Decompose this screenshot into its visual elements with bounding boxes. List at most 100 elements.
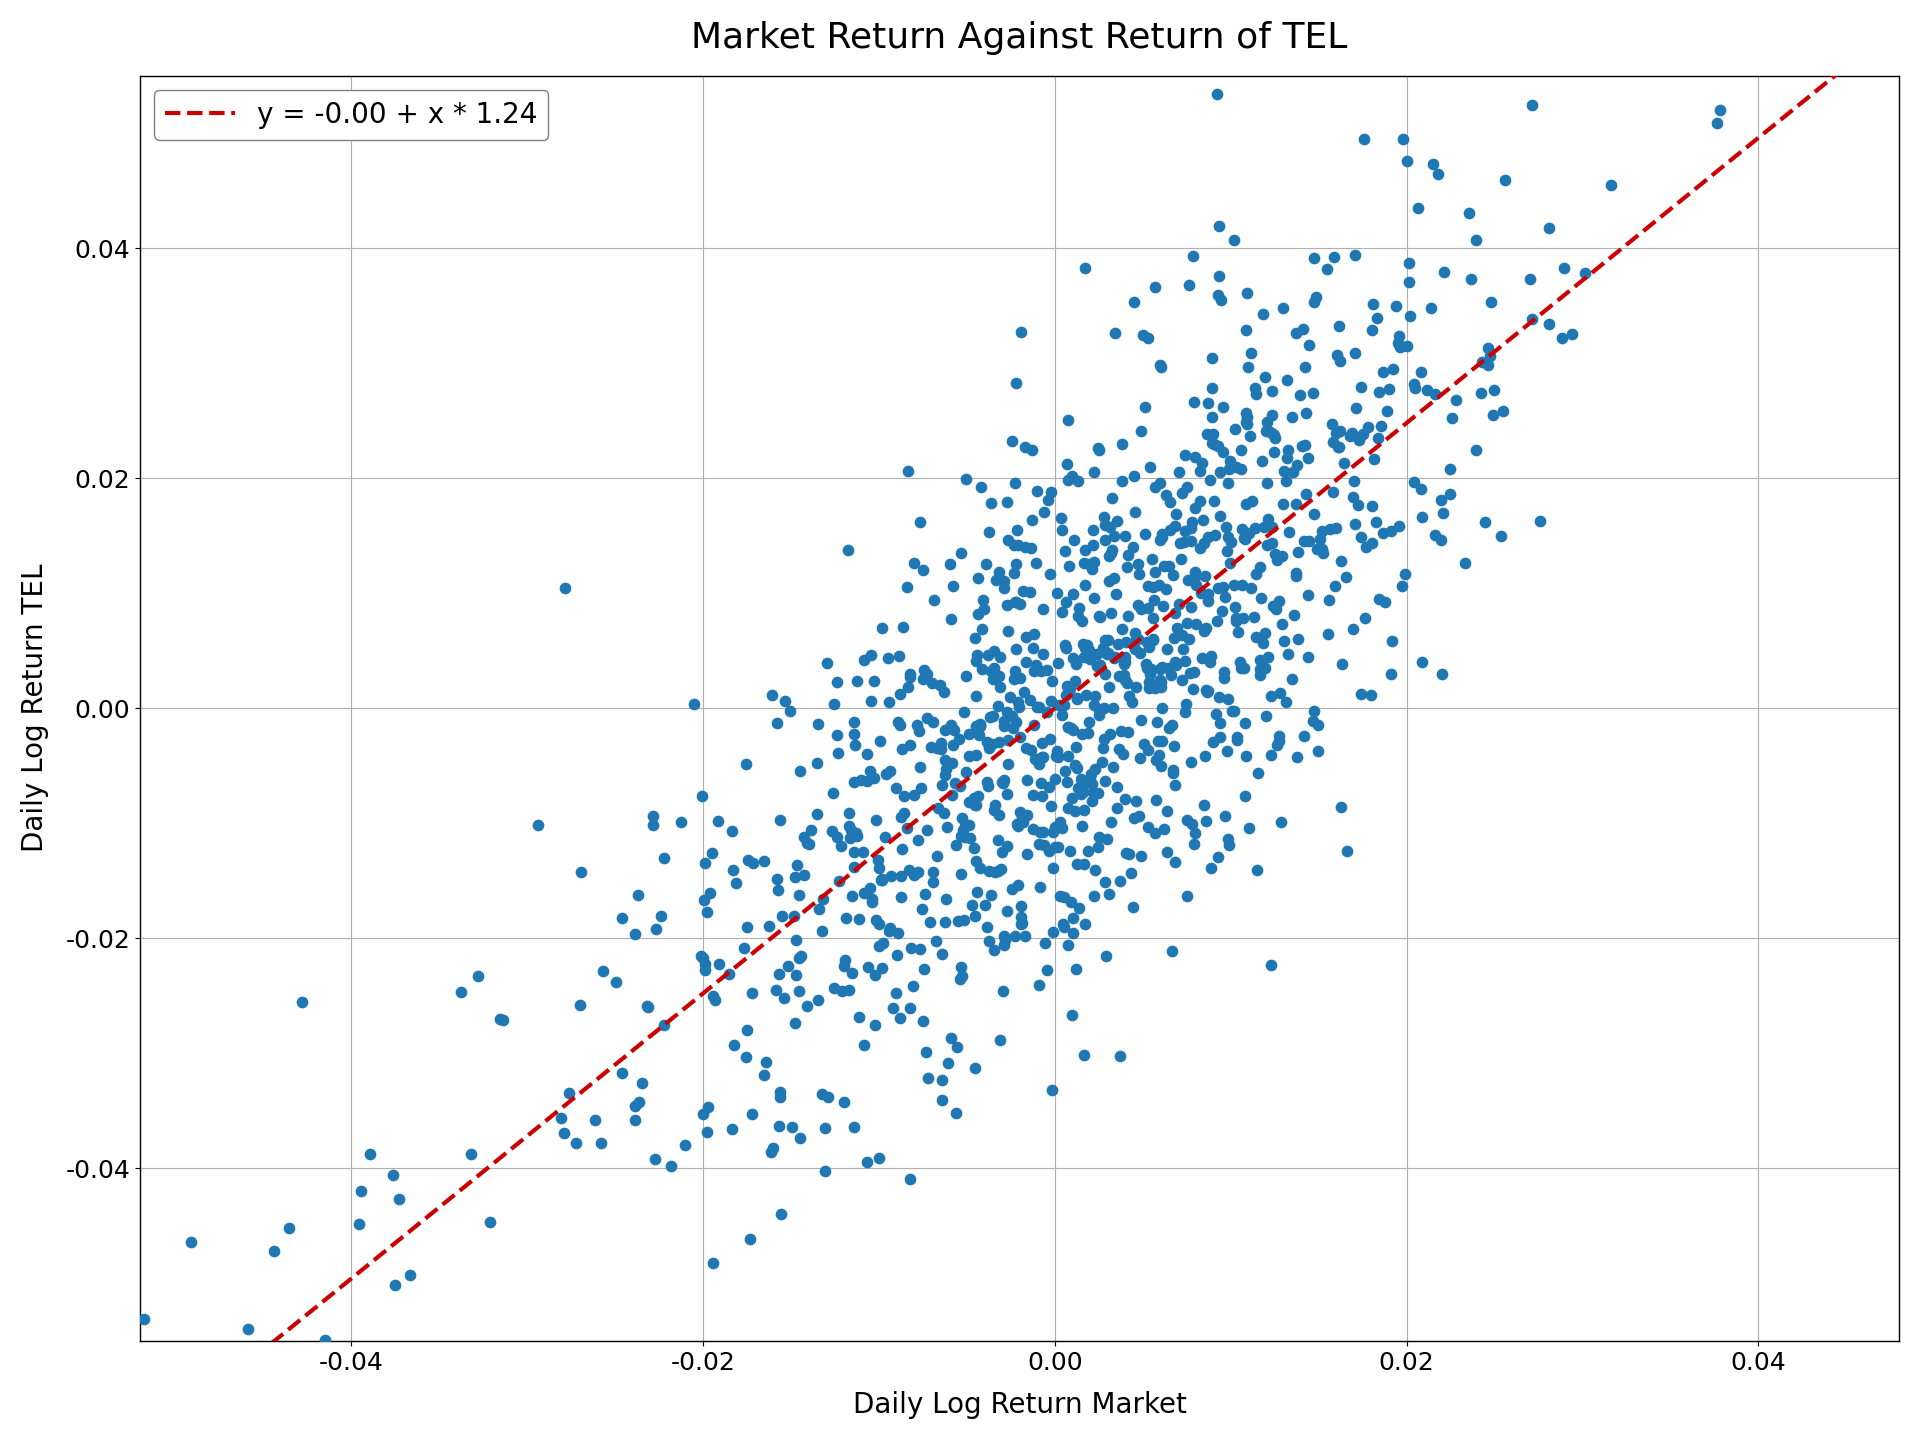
- Point: [883, 645, 914, 668]
- Point: [1029, 834, 1060, 857]
- Point: [1235, 341, 1265, 364]
- Point: [941, 1035, 972, 1058]
- Point: [1110, 652, 1140, 675]
- Point: [1175, 530, 1206, 553]
- Point: [881, 776, 912, 799]
- Point: [947, 806, 977, 829]
- Point: [1133, 575, 1164, 598]
- Point: [1304, 739, 1334, 762]
- Point: [833, 802, 864, 825]
- Point: [1363, 588, 1394, 611]
- Point: [925, 732, 956, 755]
- Point: [1175, 595, 1206, 618]
- Point: [1332, 840, 1363, 863]
- Point: [1119, 465, 1150, 488]
- Point: [445, 981, 476, 1004]
- Point: [1050, 590, 1081, 613]
- Point: [1423, 163, 1453, 186]
- Point: [954, 814, 985, 837]
- Point: [1246, 586, 1277, 609]
- Point: [1188, 793, 1219, 816]
- Point: [1098, 647, 1129, 670]
- Point: [1048, 913, 1079, 936]
- Point: [858, 670, 889, 693]
- Point: [1382, 331, 1413, 354]
- Point: [1185, 459, 1215, 482]
- Point: [893, 858, 924, 881]
- Point: [1375, 518, 1405, 541]
- Point: [1079, 586, 1110, 609]
- Point: [1171, 693, 1202, 716]
- Point: [818, 693, 849, 716]
- Point: [904, 720, 935, 743]
- Point: [1091, 513, 1121, 536]
- Point: [764, 1115, 795, 1138]
- Point: [1233, 816, 1263, 840]
- Point: [962, 684, 993, 707]
- Point: [941, 1102, 972, 1125]
- Point: [1258, 595, 1288, 618]
- Point: [737, 851, 768, 874]
- Point: [1213, 458, 1244, 481]
- Point: [1014, 580, 1044, 603]
- Point: [1361, 307, 1392, 330]
- Point: [797, 818, 828, 841]
- Point: [1052, 933, 1083, 956]
- Point: [1344, 428, 1375, 451]
- Point: [1096, 811, 1127, 834]
- Point: [1473, 337, 1503, 360]
- Point: [1188, 619, 1219, 642]
- Point: [1346, 526, 1377, 549]
- Point: [1160, 602, 1190, 625]
- Point: [989, 576, 1020, 599]
- Point: [1050, 684, 1081, 707]
- Point: [1002, 534, 1033, 557]
- Point: [933, 1051, 964, 1074]
- Point: [770, 690, 801, 713]
- Point: [1029, 932, 1060, 955]
- Point: [620, 1109, 651, 1132]
- Point: [941, 834, 972, 857]
- Point: [772, 955, 803, 978]
- Point: [833, 979, 864, 1002]
- Point: [1269, 629, 1300, 652]
- Point: [876, 864, 906, 887]
- Point: [1021, 480, 1052, 503]
- Point: [1000, 472, 1031, 495]
- Point: [993, 729, 1023, 752]
- Point: [1392, 334, 1423, 357]
- Point: [841, 821, 872, 844]
- Point: [1169, 649, 1200, 672]
- Point: [1150, 484, 1181, 507]
- Point: [1044, 694, 1075, 717]
- Point: [637, 814, 668, 837]
- Point: [1069, 1043, 1100, 1066]
- Point: [1154, 657, 1185, 680]
- Point: [1140, 562, 1171, 585]
- Point: [1382, 324, 1413, 347]
- Point: [1411, 379, 1442, 402]
- Point: [1039, 815, 1069, 838]
- Point: [1271, 691, 1302, 714]
- Point: [1010, 649, 1041, 672]
- Point: [1196, 645, 1227, 668]
- Point: [1094, 723, 1125, 746]
- Point: [1338, 469, 1369, 492]
- Point: [1002, 690, 1033, 713]
- Point: [1198, 422, 1229, 445]
- Point: [958, 837, 989, 860]
- Point: [1035, 480, 1066, 503]
- Point: [1133, 677, 1164, 700]
- Point: [991, 900, 1021, 923]
- Point: [1190, 564, 1221, 588]
- Point: [899, 783, 929, 806]
- Point: [1037, 670, 1068, 693]
- Point: [927, 1089, 958, 1112]
- Point: [1133, 815, 1164, 838]
- Point: [1210, 585, 1240, 608]
- Point: [977, 667, 1008, 690]
- Point: [1068, 632, 1098, 655]
- Point: [895, 734, 925, 757]
- Point: [1066, 768, 1096, 791]
- Point: [845, 769, 876, 792]
